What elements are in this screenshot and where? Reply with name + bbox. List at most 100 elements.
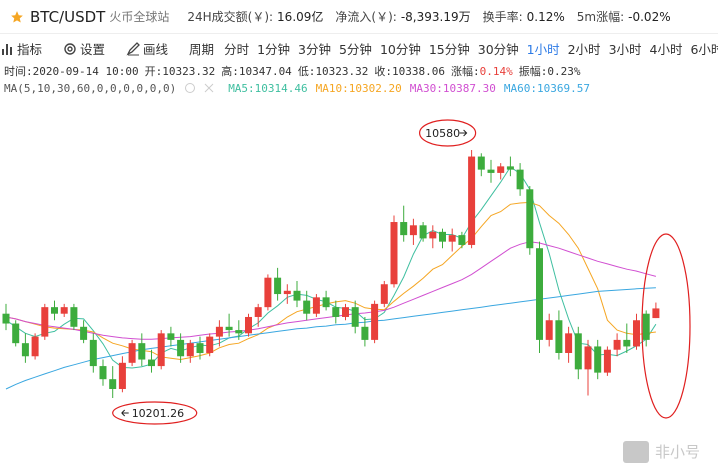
period[interactable]: 30分钟 bbox=[477, 41, 519, 57]
candle-body bbox=[487, 169, 495, 173]
candle-body bbox=[118, 362, 126, 390]
ma-legend-entry: MA60:10369.57 bbox=[503, 81, 590, 95]
period[interactable]: 3小时 bbox=[608, 41, 642, 57]
arrow bbox=[121, 409, 129, 417]
candle-body bbox=[157, 333, 165, 367]
info-field: 振幅:0.23% bbox=[519, 63, 581, 79]
period[interactable]: 3分钟 bbox=[298, 41, 331, 57]
info-line: 时间:2020-09-14 10:00 开:10323.32 高:10347.04… bbox=[0, 63, 718, 79]
candle-body bbox=[409, 225, 417, 236]
candle-body bbox=[448, 235, 456, 242]
candle-body bbox=[177, 339, 185, 357]
candle-body bbox=[477, 156, 485, 170]
candle-body bbox=[633, 320, 640, 347]
tool-label[interactable]: 设置 bbox=[80, 41, 106, 57]
info-value: 10338.06 bbox=[392, 65, 446, 78]
ma-line bbox=[5, 201, 656, 361]
candle-body bbox=[506, 166, 514, 170]
info-label: 低: bbox=[297, 65, 316, 78]
tool[interactable]: 画线 bbox=[126, 39, 176, 58]
tool-icon bbox=[126, 41, 140, 55]
candle-body bbox=[390, 222, 398, 285]
stat: 净流入(￥): -8,393.19万 bbox=[335, 8, 470, 25]
period[interactable]: 1小时 bbox=[526, 41, 560, 57]
period[interactable]: 6小时 bbox=[690, 41, 718, 57]
candle-body bbox=[148, 359, 155, 367]
candle-body bbox=[206, 336, 214, 353]
period[interactable]: 2小时 bbox=[567, 41, 601, 57]
period[interactable]: 1分钟 bbox=[257, 41, 291, 57]
candle-body bbox=[642, 313, 650, 340]
period[interactable]: 10分钟 bbox=[379, 41, 421, 57]
period[interactable]: 5分钟 bbox=[338, 41, 372, 57]
candle-body bbox=[70, 307, 78, 327]
watermark: 非小号 bbox=[655, 443, 700, 461]
candle-body bbox=[60, 307, 68, 314]
ma-params: MA(5,10,30,60,0,0,0,0,0,0) bbox=[4, 81, 177, 95]
candle-body bbox=[361, 326, 369, 340]
info-field: 涨幅:0.14% bbox=[451, 63, 513, 79]
info-label: 涨幅: bbox=[451, 65, 480, 78]
info-label: 高: bbox=[221, 65, 239, 78]
ma-icons[interactable] bbox=[184, 82, 220, 94]
candle-body bbox=[89, 339, 97, 367]
arrow bbox=[459, 129, 468, 137]
candle-body bbox=[128, 343, 136, 363]
candle-body bbox=[109, 379, 117, 390]
candle-body bbox=[322, 297, 330, 308]
info-label: 开: bbox=[144, 65, 163, 78]
candle-body bbox=[536, 248, 543, 340]
candle-body bbox=[380, 284, 388, 304]
info-field: 低:10323.32 bbox=[298, 63, 369, 79]
ma-line bbox=[5, 241, 657, 340]
ma-legend: MA(5,10,30,60,0,0,0,0,0,0) MA5:10314.46 M… bbox=[0, 80, 718, 96]
high-annotation: 10580 bbox=[425, 127, 460, 140]
info-label: 振幅: bbox=[518, 65, 548, 78]
ma-line bbox=[5, 287, 656, 390]
candle-body bbox=[264, 277, 272, 308]
stat: 5m涨幅: -0.02% bbox=[577, 8, 671, 25]
candle-body bbox=[12, 323, 20, 344]
candle-body bbox=[41, 307, 49, 337]
stat-label: 24H成交额(￥): bbox=[187, 10, 274, 24]
tool[interactable]: 设置 bbox=[63, 39, 113, 58]
annotation-ellipse bbox=[419, 119, 477, 147]
period-label[interactable]: 周期 bbox=[189, 41, 215, 57]
candle-body bbox=[603, 349, 611, 373]
candle-body bbox=[652, 308, 660, 319]
candle-body bbox=[400, 222, 408, 236]
stat-value: 0.12% bbox=[526, 10, 565, 24]
candle-body bbox=[138, 343, 146, 360]
period[interactable]: 4小时 bbox=[649, 41, 683, 57]
candle-body bbox=[623, 339, 631, 347]
stat-label: 5m涨幅: bbox=[576, 10, 625, 24]
stat: 换手率: 0.12% bbox=[483, 8, 565, 25]
candle-body bbox=[594, 346, 602, 373]
candle-body bbox=[235, 330, 243, 334]
ma-legend-entry: MA30:10387.30 bbox=[409, 81, 496, 95]
period[interactable]: 分时 bbox=[224, 41, 250, 57]
annotation-ellipse bbox=[112, 401, 198, 425]
symbol: BTC/USDT bbox=[30, 7, 106, 26]
ma-legend-entry: MA10:10302.20 bbox=[315, 81, 402, 95]
candle-body bbox=[565, 333, 573, 353]
ma-legend-entry: MA5:10314.46 bbox=[228, 81, 308, 95]
candle-body bbox=[468, 156, 476, 245]
tool-label[interactable]: 画线 bbox=[143, 41, 169, 57]
candle-body bbox=[429, 231, 437, 239]
candle-body bbox=[613, 339, 621, 350]
candle-body bbox=[351, 307, 359, 327]
stat-value: -8,393.19万 bbox=[400, 10, 471, 24]
tool-label[interactable]: 指标 bbox=[17, 41, 43, 57]
tool[interactable]: 指标 bbox=[0, 39, 50, 58]
star-icon[interactable] bbox=[10, 10, 24, 24]
candle-body bbox=[371, 303, 379, 340]
candle-body bbox=[186, 343, 194, 357]
candle-body bbox=[342, 307, 349, 317]
stat-value: 16.09亿 bbox=[277, 10, 324, 24]
info-value: 10323.32 bbox=[162, 65, 216, 78]
info-field: 开:10323.32 bbox=[145, 63, 216, 79]
candle-body bbox=[526, 189, 534, 249]
candle-body bbox=[31, 336, 39, 357]
period[interactable]: 15分钟 bbox=[428, 41, 470, 57]
